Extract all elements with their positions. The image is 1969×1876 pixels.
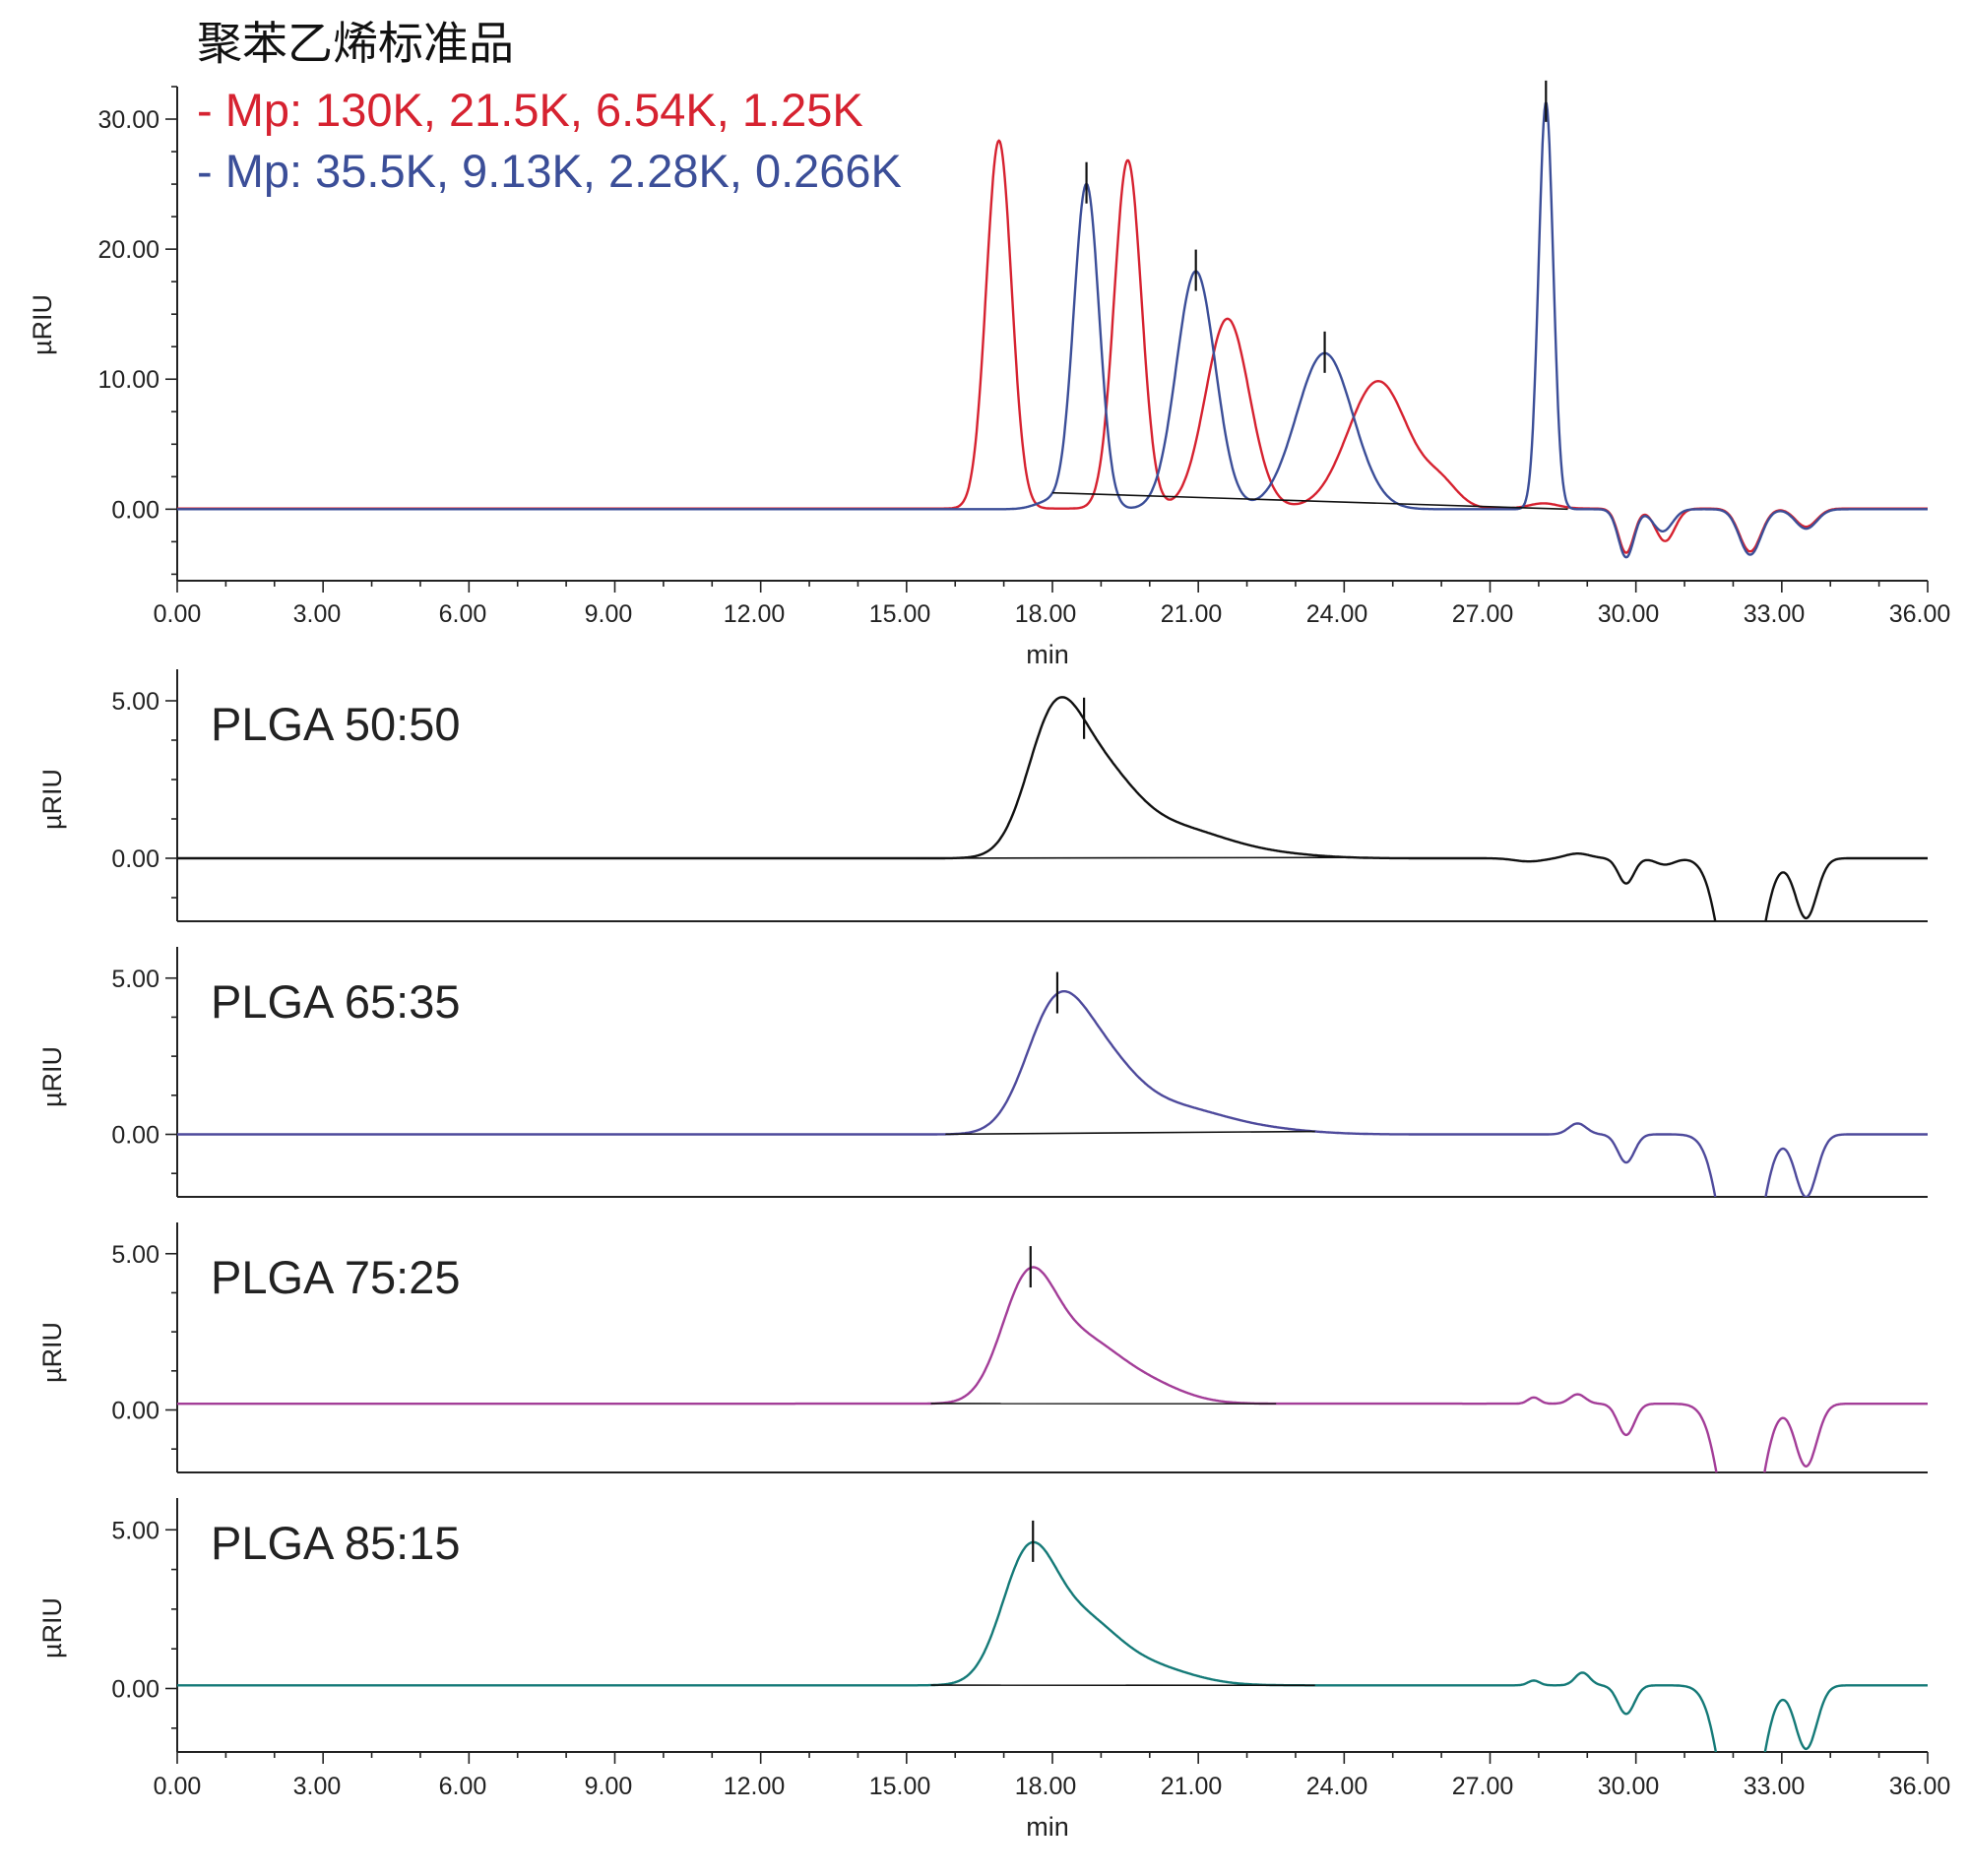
sample-label: PLGA 85:15 — [211, 1517, 460, 1569]
y-tick-label: 5.00 — [111, 1241, 159, 1269]
x-axis-label: min — [1026, 1812, 1069, 1842]
x-tick-label: 9.00 — [585, 600, 633, 628]
x-tick-label: 12.00 — [724, 600, 786, 628]
x-tick-label: 6.00 — [439, 600, 487, 628]
axes-panel-1: 0.00 5.00 — [111, 669, 1928, 922]
x-tick-label: 27.00 — [1452, 1773, 1514, 1800]
x-tick-label: 3.00 — [293, 600, 342, 628]
panel-title: 聚苯乙烯标准品 — [197, 17, 514, 70]
x-tick-label: 3.00 — [293, 1773, 342, 1800]
x-tick-label: 6.00 — [439, 1773, 487, 1800]
sample-label: PLGA 65:35 — [211, 975, 460, 1028]
x-tick-label: 24.00 — [1306, 600, 1368, 628]
x-tick-label: 18.00 — [1015, 600, 1077, 628]
x-tick-label: 0.00 — [154, 600, 202, 628]
x-axis-label: min — [1026, 640, 1069, 669]
panel-plga-85-15: PLGA 85:15 µRIU min 0.00 3.00 6.00 9.00 … — [37, 1517, 1950, 1842]
x-tick-label: 15.00 — [869, 600, 931, 628]
legend-entry-red: - Mp: 130K, 21.5K, 6.54K, 1.25K — [197, 84, 863, 136]
y-tick-label: 20.00 — [97, 236, 159, 264]
y-tick-label: 30.00 — [97, 106, 159, 134]
axes-panel-4: 0.00 5.00 — [111, 1498, 1929, 1764]
integration-baseline — [916, 856, 1355, 859]
x-tick-label: 9.00 — [585, 1773, 633, 1800]
y-tick-label: 0.00 — [111, 845, 159, 873]
y-tick-label: 5.00 — [111, 1517, 159, 1544]
y-tick-label: 0.00 — [111, 1676, 159, 1704]
y-tick-label: 5.00 — [111, 966, 159, 993]
y-axis-label: µRIU — [28, 294, 57, 355]
panel-plga-65-35: PLGA 65:35 µRIU — [37, 975, 460, 1107]
panel-plga-50-50: PLGA 50:50 µRIU — [37, 698, 460, 830]
y-axis-label: µRIU — [37, 1597, 67, 1658]
x-tick-label: 36.00 — [1889, 600, 1951, 628]
y-axis-label: µRIU — [37, 1322, 67, 1383]
sample-label: PLGA 50:50 — [211, 698, 460, 750]
x-tick-label: 12.00 — [724, 1773, 786, 1800]
y-tick-label: 10.00 — [97, 366, 159, 394]
panel-polystyrene-standards: 聚苯乙烯标准品 - Mp: 130K, 21.5K, 6.54K, 1.25K … — [28, 17, 1950, 669]
integration-baseline — [1051, 491, 1568, 511]
x-tick-label: 21.00 — [1161, 600, 1223, 628]
series-line-1 — [177, 101, 1928, 559]
sample-label: PLGA 75:25 — [211, 1251, 460, 1303]
x-tick-labels: 0.00 3.00 6.00 9.00 12.00 15.00 18.00 21… — [154, 600, 1951, 628]
x-tick-label: 30.00 — [1598, 1773, 1660, 1800]
x-tick-label: 33.00 — [1744, 600, 1806, 628]
y-tick-label: 0.00 — [111, 1122, 159, 1150]
x-tick-label: 0.00 — [154, 1773, 202, 1800]
legend-entry-blue: - Mp: 35.5K, 9.13K, 2.28K, 0.266K — [197, 145, 902, 197]
x-tick-label: 21.00 — [1161, 1773, 1223, 1800]
x-tick-label: 24.00 — [1306, 1773, 1368, 1800]
x-tick-label: 27.00 — [1452, 600, 1514, 628]
y-axis-label: µRIU — [37, 1046, 67, 1107]
axes-panel-0: 0.00 10.00 20.00 30.00 — [97, 80, 1929, 593]
x-tick-label: 15.00 — [869, 1773, 931, 1800]
series-line-0 — [177, 1266, 1928, 1472]
y-tick-label: 5.00 — [111, 688, 159, 716]
x-tick-label: 18.00 — [1015, 1773, 1077, 1800]
y-tick-label: 0.00 — [111, 1398, 159, 1425]
x-tick-label: 30.00 — [1598, 600, 1660, 628]
axes-panel-2: 0.00 5.00 — [111, 947, 1928, 1198]
x-tick-label: 33.00 — [1744, 1773, 1806, 1800]
integration-baseline — [945, 1130, 1315, 1136]
y-axis-label: µRIU — [37, 769, 67, 830]
x-tick-label: 36.00 — [1889, 1773, 1951, 1800]
series-line-0 — [177, 696, 1928, 921]
y-tick-label: 0.00 — [111, 496, 159, 524]
axes-panel-3: 0.00 5.00 — [111, 1222, 1928, 1473]
panel-plga-75-25: PLGA 75:25 µRIU — [37, 1251, 460, 1383]
plot-layer: 0.00 10.00 20.00 30.00 0.00 5.00 0.00 5.00 0.00 5… — [97, 80, 1929, 1764]
x-tick-labels: 0.00 3.00 6.00 9.00 12.00 15.00 18.00 21… — [154, 1773, 1951, 1800]
series-line-0 — [177, 990, 1928, 1197]
legend: - Mp: 130K, 21.5K, 6.54K, 1.25K - Mp: 35… — [197, 84, 902, 197]
series-line-0 — [177, 1540, 1928, 1752]
